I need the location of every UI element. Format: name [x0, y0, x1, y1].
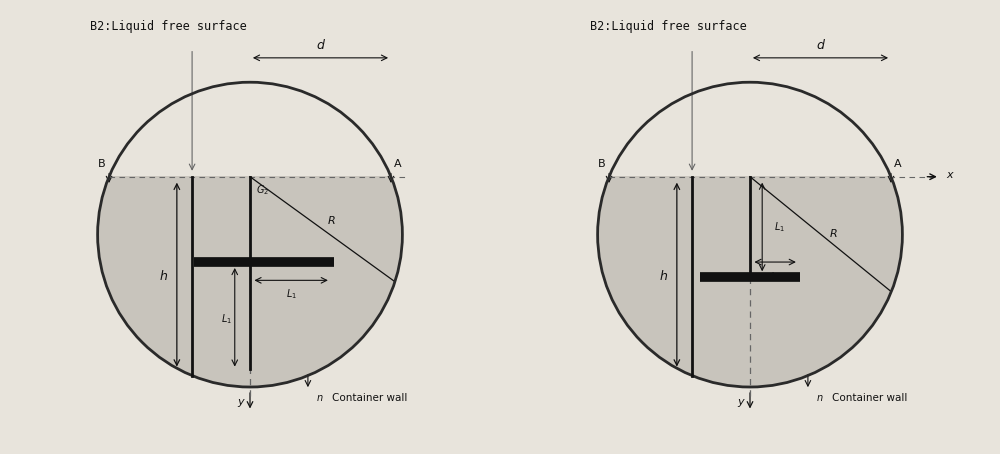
Text: A: A: [894, 159, 902, 169]
Text: R: R: [830, 229, 838, 239]
Text: $L_1$: $L_1$: [770, 271, 781, 284]
Text: n: n: [317, 393, 323, 403]
Text: $L_1$: $L_1$: [221, 312, 232, 326]
Text: h: h: [659, 270, 667, 283]
Text: B2:Liquid free surface: B2:Liquid free surface: [90, 20, 247, 34]
Text: B2:Liquid free surface: B2:Liquid free surface: [590, 20, 747, 34]
Text: y: y: [238, 397, 244, 407]
Text: Container wall: Container wall: [332, 393, 408, 403]
Text: d: d: [817, 39, 824, 52]
Text: $G_2$: $G_2$: [256, 183, 269, 197]
Polygon shape: [98, 177, 402, 387]
Polygon shape: [598, 177, 902, 387]
Text: Container wall: Container wall: [832, 393, 908, 403]
Text: $L_1$: $L_1$: [286, 287, 297, 301]
Text: $L_1$: $L_1$: [774, 220, 785, 234]
Text: R: R: [328, 216, 335, 226]
Text: B: B: [98, 159, 106, 169]
Text: d: d: [317, 39, 324, 52]
Text: B: B: [598, 159, 606, 169]
Text: x: x: [946, 170, 952, 180]
Text: y: y: [738, 397, 744, 407]
Text: n: n: [817, 393, 823, 403]
Text: h: h: [159, 270, 167, 283]
Text: A: A: [394, 159, 402, 169]
